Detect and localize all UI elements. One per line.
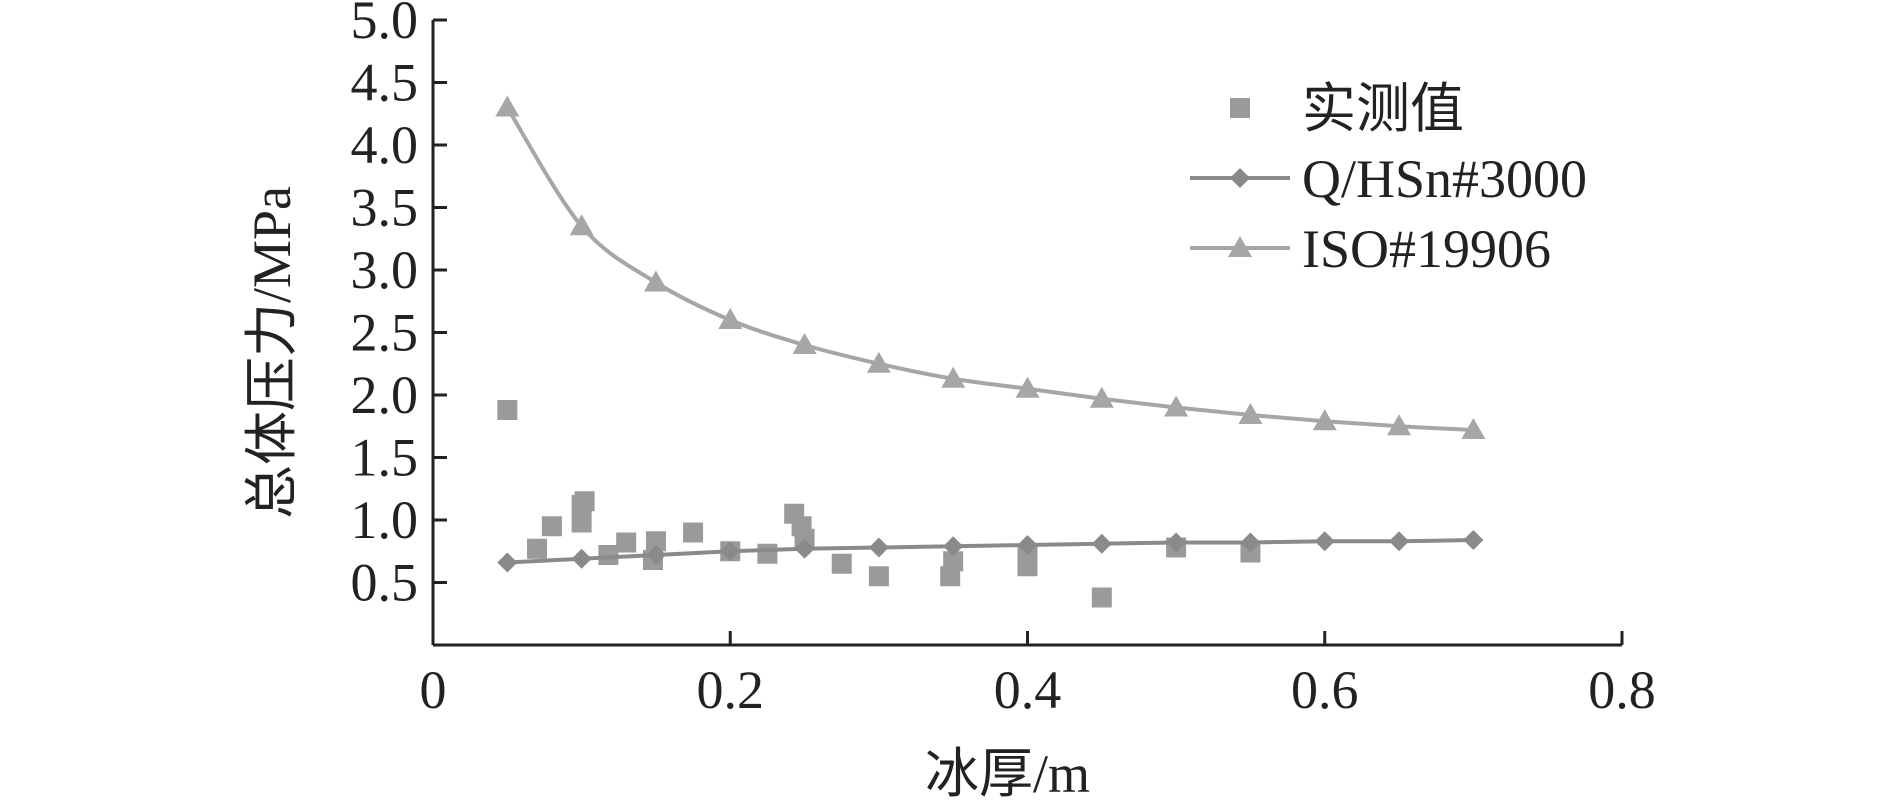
legend-marker <box>1230 168 1250 188</box>
series-marker <box>569 214 594 236</box>
data-point <box>541 516 562 537</box>
series-marker <box>1015 376 1040 398</box>
y-tick-label: 1.0 <box>351 490 419 550</box>
series-marker <box>1240 532 1261 553</box>
data-point <box>1017 556 1038 577</box>
x-tick-label: 0.6 <box>1291 660 1359 720</box>
legend-item: 实测值 <box>1230 79 1464 139</box>
series-marker <box>792 333 817 354</box>
legend-label: Q/HSn#3000 <box>1302 149 1587 209</box>
series-marker <box>1091 533 1112 554</box>
data-point <box>683 522 704 543</box>
data-point <box>574 491 595 512</box>
series-marker <box>1463 530 1484 550</box>
data-point <box>497 400 518 420</box>
series-marker <box>495 95 520 117</box>
legend-item: Q/HSn#3000 <box>1190 149 1587 209</box>
data-point <box>757 543 778 564</box>
legend-label: ISO#19906 <box>1302 219 1551 279</box>
series-marker <box>943 536 964 557</box>
series-marker <box>1164 395 1189 417</box>
x-tick-label: 0 <box>420 660 447 720</box>
series-marker <box>571 548 592 569</box>
data-point <box>616 532 637 553</box>
y-tick-label: 0.5 <box>351 553 419 613</box>
x-tick-label: 0.4 <box>994 660 1062 720</box>
y-tick-label: 4.5 <box>351 53 419 113</box>
y-tick-label: 5.0 <box>351 0 419 50</box>
x-tick-label: 0.8 <box>1588 660 1656 720</box>
y-tick-label: 1.5 <box>351 428 419 488</box>
series-2 <box>495 95 1486 439</box>
series-marker <box>720 541 741 562</box>
series-marker <box>1017 535 1038 555</box>
series-marker <box>1089 386 1114 408</box>
x-axis-label: 冰厚/m <box>925 744 1090 802</box>
legend-label: 实测值 <box>1302 79 1464 139</box>
series-0 <box>497 400 1261 608</box>
series-marker <box>718 308 743 329</box>
series-marker <box>1166 532 1187 553</box>
series-1 <box>497 530 1484 573</box>
data-point <box>645 531 666 552</box>
y-tick-label: 2.0 <box>351 365 419 425</box>
series-marker <box>1314 531 1335 552</box>
series-marker <box>497 552 518 573</box>
plot-area <box>495 95 1486 608</box>
y-tick-label: 3.0 <box>351 240 419 300</box>
data-point <box>1091 587 1112 608</box>
series-marker <box>1389 531 1410 552</box>
ticks: 0 0.2 0.4 0.6 0.8 0.51.01.52.02.53.03.54.04.5… <box>351 0 1656 720</box>
legend-marker <box>1230 98 1250 118</box>
data-point <box>868 566 889 587</box>
y-axis-label: 总体压力/MPa <box>242 186 302 519</box>
y-tick-label: 4.0 <box>351 115 419 175</box>
data-point <box>598 545 619 565</box>
legend: 实测值 Q/HSn#3000 ISO#19906 <box>1190 79 1587 279</box>
data-point <box>571 512 592 533</box>
data-point <box>527 538 548 559</box>
legend-marker <box>1228 236 1252 257</box>
y-tick-label: 2.5 <box>351 303 419 363</box>
series-marker <box>1387 414 1412 436</box>
data-point <box>943 551 964 572</box>
series-marker <box>1312 409 1337 431</box>
series-marker <box>794 538 815 559</box>
series-marker <box>1238 403 1263 424</box>
series-marker <box>941 366 966 388</box>
series-marker <box>643 270 668 292</box>
legend-item: ISO#19906 <box>1190 219 1551 279</box>
series-marker <box>1461 418 1486 439</box>
series-marker <box>645 545 666 565</box>
series-marker <box>866 351 891 373</box>
y-tick-label: 3.5 <box>351 178 419 238</box>
x-tick-label: 0.2 <box>697 660 765 720</box>
data-point <box>831 553 852 574</box>
series-marker <box>868 537 889 558</box>
